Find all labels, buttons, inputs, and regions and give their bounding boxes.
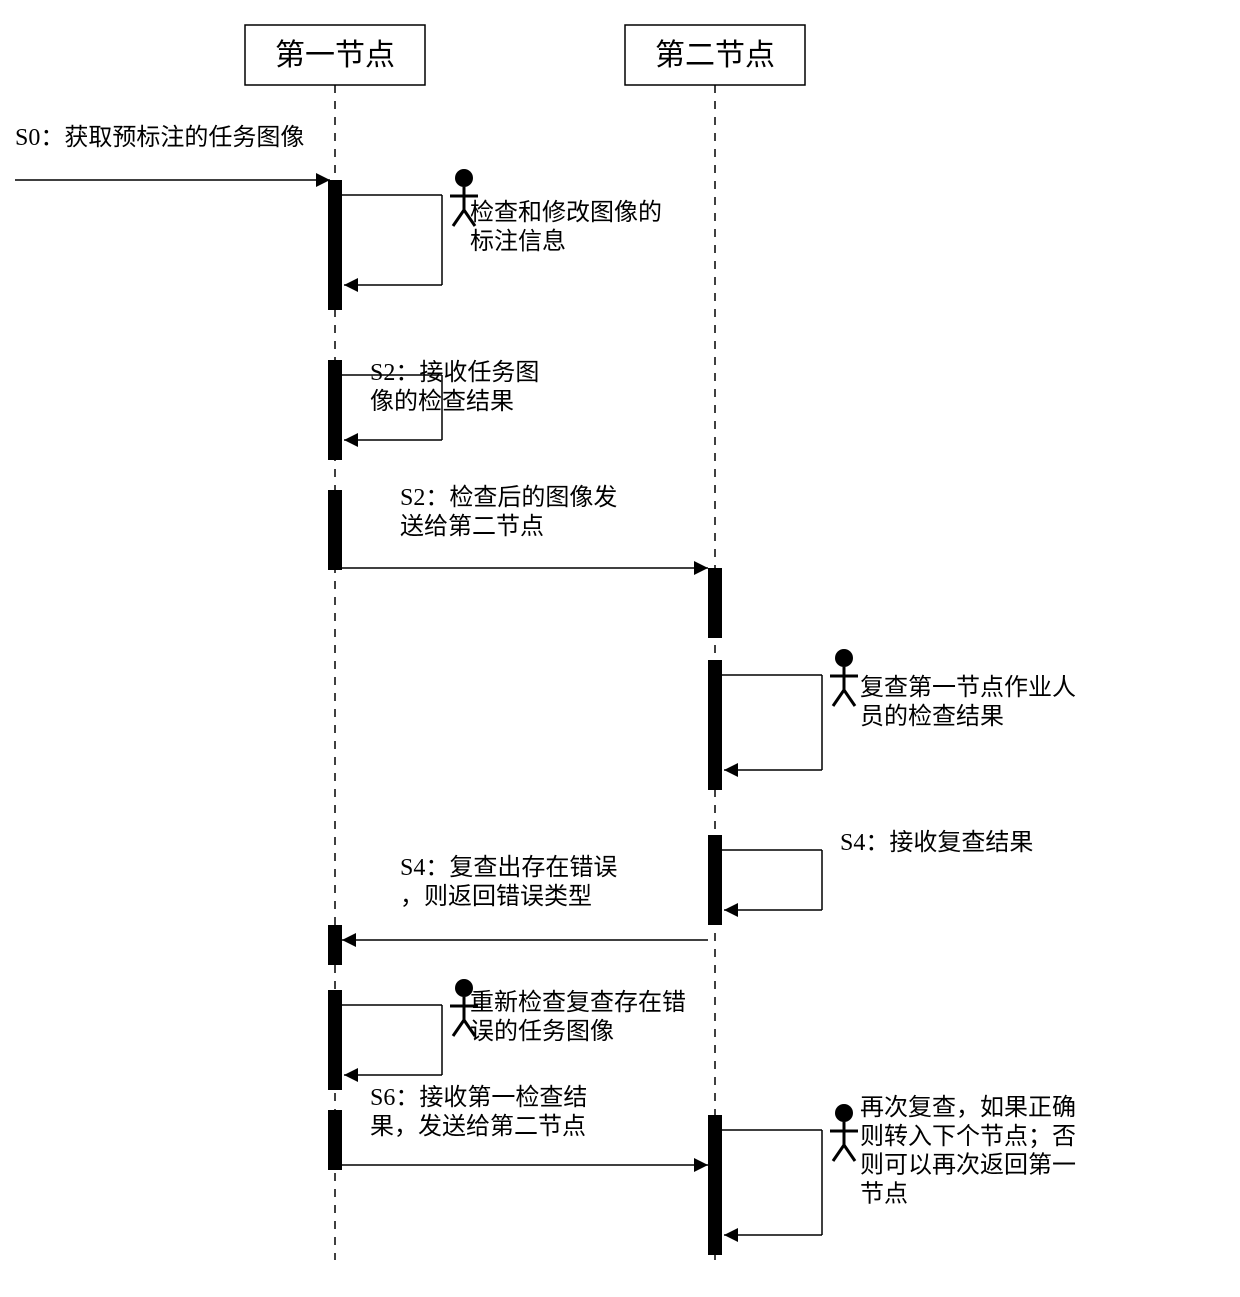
svg-text:S0：获取预标注的任务图像: S0：获取预标注的任务图像 (15, 124, 304, 151)
lifeline-label: 第一节点 (275, 39, 395, 72)
svg-text:S2：接收任务图像的检查结果: S2：接收任务图像的检查结果 (370, 359, 539, 415)
svg-text:S2：检查后的图像发送给第二节点: S2：检查后的图像发送给第二节点 (400, 484, 617, 540)
activation-bar (328, 1110, 342, 1170)
svg-text:重新检查复查存在错误的任务图像: 重新检查复查存在错误的任务图像 (470, 989, 686, 1045)
activation-bar (328, 925, 342, 965)
activation-bar (328, 490, 342, 570)
activation-bar (328, 180, 342, 310)
activation-bar (708, 1115, 722, 1255)
activation-bar (328, 990, 342, 1090)
svg-text:复查第一节点作业人员的检查结果: 复查第一节点作业人员的检查结果 (860, 674, 1076, 730)
activation-bar (328, 360, 342, 460)
activation-bar (708, 568, 722, 638)
activation-bar (708, 660, 722, 790)
svg-text:S4：接收复查结果: S4：接收复查结果 (840, 829, 1033, 856)
svg-text:S6：接收第一检查结果，发送给第二节点: S6：接收第一检查结果，发送给第二节点 (370, 1084, 587, 1140)
svg-text:检查和修改图像的标注信息: 检查和修改图像的标注信息 (470, 199, 662, 255)
activation-bar (708, 835, 722, 925)
lifeline-label: 第二节点 (655, 39, 775, 72)
sequence-diagram: 第一节点 第二节点检查和修改图像的标注信息 S2：接收任务图像的检查结果复查第一节点… (0, 0, 1240, 1297)
svg-text:S4：复查出存在错误，则返回错误类型: S4：复查出存在错误，则返回错误类型 (400, 854, 617, 910)
svg-text:再次复查，如果正确则转入下个节点；否则可以再次返回第一节点: 再次复查，如果正确则转入下个节点；否则可以再次返回第一节点 (860, 1094, 1076, 1207)
